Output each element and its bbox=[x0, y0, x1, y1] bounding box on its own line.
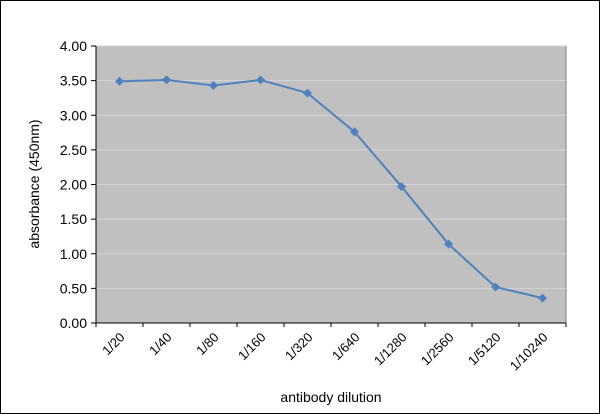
x-tick-label: 1/80 bbox=[193, 330, 222, 359]
x-tick-label: 1/10240 bbox=[507, 330, 551, 374]
y-axis-title: absorbance (450nm) bbox=[26, 119, 42, 248]
data-point-marker bbox=[303, 88, 312, 98]
series-line bbox=[119, 78, 543, 300]
y-tick-label: 1.00 bbox=[60, 246, 87, 262]
x-tick-label: 1/40 bbox=[146, 330, 175, 359]
x-tick-label: 1/20 bbox=[99, 330, 128, 359]
x-tick-label: 1/320 bbox=[282, 330, 316, 364]
x-tick-label: 1/1280 bbox=[371, 330, 410, 369]
y-tick-label: 0.50 bbox=[60, 280, 87, 296]
y-tick-label: 1.50 bbox=[60, 211, 87, 227]
data-point-marker bbox=[162, 75, 171, 85]
data-point-marker bbox=[115, 76, 124, 86]
data-point-marker bbox=[538, 293, 547, 303]
data-point-marker bbox=[397, 182, 406, 192]
y-tick-label: 2.00 bbox=[60, 177, 87, 193]
y-tick-label: 3.50 bbox=[60, 73, 87, 89]
x-tick-label: 1/2560 bbox=[418, 330, 457, 369]
data-point-marker bbox=[209, 80, 218, 90]
x-tick-label: 1/640 bbox=[329, 330, 363, 364]
y-tick-label: 0.00 bbox=[60, 315, 87, 331]
data-point-marker bbox=[256, 75, 265, 85]
data-point-marker bbox=[350, 127, 359, 137]
y-tick-label: 3.00 bbox=[60, 107, 87, 123]
data-point-marker bbox=[444, 239, 453, 249]
y-tick-label: 2.50 bbox=[60, 142, 87, 158]
x-tick-label: 1/160 bbox=[235, 330, 269, 364]
x-tick-label: 1/5120 bbox=[465, 330, 504, 369]
y-tick-label: 4.00 bbox=[60, 38, 87, 54]
x-axis-title: antibody dilution bbox=[280, 389, 381, 405]
data-point-marker bbox=[491, 282, 500, 292]
